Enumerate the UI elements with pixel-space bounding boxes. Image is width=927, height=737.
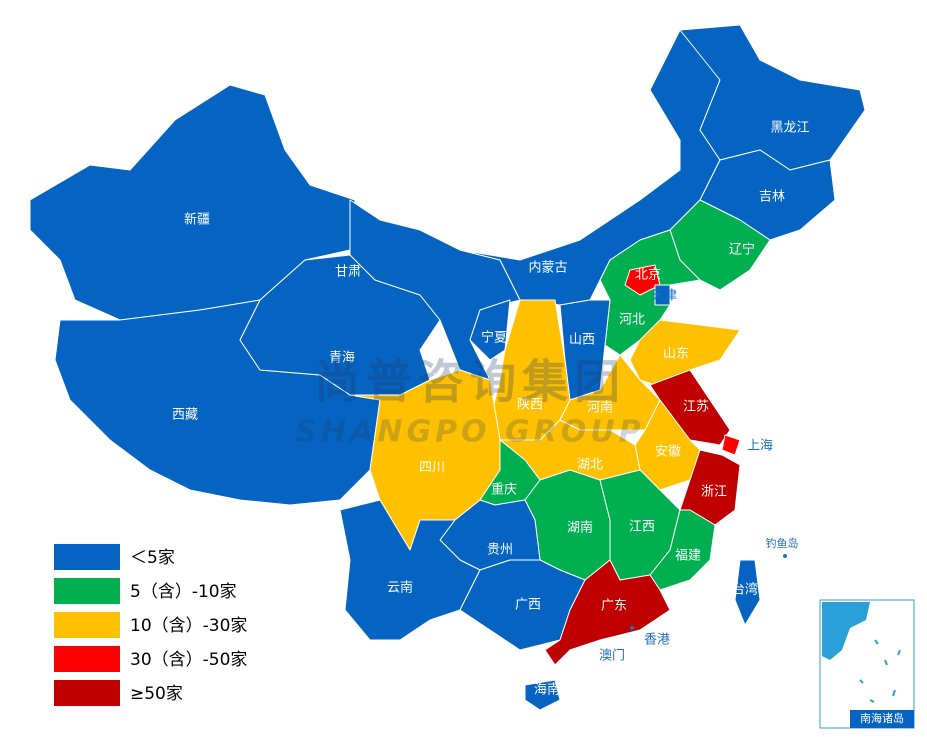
province-label: 新疆 bbox=[184, 212, 210, 228]
place-label: 澳门 bbox=[599, 648, 625, 664]
province-label: 安徽 bbox=[655, 445, 681, 460]
province bbox=[734, 559, 761, 626]
province-label: 四川 bbox=[419, 461, 445, 476]
legend-swatch bbox=[54, 646, 120, 672]
legend-label: ≥50家 bbox=[130, 684, 183, 704]
island bbox=[783, 554, 787, 558]
province-label: 黑龙江 bbox=[770, 121, 809, 136]
legend-swatch bbox=[54, 680, 120, 706]
province-label: 河北 bbox=[619, 313, 645, 328]
province-label: 内蒙古 bbox=[528, 260, 567, 276]
legend-swatch bbox=[54, 544, 120, 570]
legend-swatch bbox=[54, 612, 120, 638]
province-label: 海南 bbox=[534, 682, 560, 698]
province bbox=[649, 509, 716, 591]
province-label: 山东 bbox=[663, 347, 689, 362]
province-label: 广西 bbox=[515, 598, 541, 613]
province-label: 青海 bbox=[329, 351, 355, 366]
inset-label: 南海诸岛 bbox=[860, 711, 904, 725]
province-label: 吉林 bbox=[759, 190, 785, 205]
province-label: 江西 bbox=[629, 520, 655, 535]
island bbox=[630, 626, 634, 630]
province-label: 陕西 bbox=[517, 398, 543, 413]
province bbox=[524, 679, 561, 711]
province-label: 浙江 bbox=[701, 485, 727, 500]
province-label: 重庆 bbox=[491, 482, 517, 498]
province-label: 天津 bbox=[651, 289, 677, 304]
province-label: 宁夏 bbox=[481, 330, 507, 346]
province-label: 江苏 bbox=[683, 399, 709, 415]
province-label: 山西 bbox=[569, 333, 595, 348]
province-label: 上海 bbox=[747, 439, 773, 454]
place-label: 钓鱼岛 bbox=[766, 536, 799, 550]
legend-label: 5（含）-10家 bbox=[130, 582, 237, 602]
province-label: 云南 bbox=[387, 580, 413, 596]
province-label: 辽宁 bbox=[729, 242, 755, 258]
province bbox=[629, 319, 741, 391]
province bbox=[544, 559, 671, 666]
legend-label: ＜5家 bbox=[130, 548, 175, 568]
inset: 南海诸岛 bbox=[819, 599, 915, 729]
province-label: 湖南 bbox=[567, 520, 593, 536]
place-label: 香港 bbox=[644, 633, 670, 648]
province-label: 福建 bbox=[675, 549, 701, 564]
province-label: 台湾 bbox=[732, 582, 758, 598]
inset-label-bg bbox=[850, 710, 914, 728]
watermark: 尚普咨询集团 bbox=[314, 355, 626, 409]
province bbox=[654, 284, 671, 306]
province bbox=[469, 299, 511, 361]
legend-label: 10（含）-30家 bbox=[130, 616, 247, 636]
province-label: 西藏 bbox=[172, 408, 198, 423]
legend-swatch bbox=[54, 578, 120, 604]
province-label: 甘肃 bbox=[335, 265, 361, 280]
province-label: 广东 bbox=[601, 599, 627, 614]
province bbox=[624, 264, 661, 296]
legend-label: 30（含）-50家 bbox=[130, 650, 247, 670]
inset-land bbox=[822, 602, 870, 660]
province-label: 北京 bbox=[635, 268, 661, 283]
province bbox=[721, 434, 741, 456]
province-label: 贵州 bbox=[487, 543, 513, 558]
province-label: 湖北 bbox=[577, 458, 603, 473]
inset-islands bbox=[859, 639, 901, 703]
province-label: 河南 bbox=[587, 400, 613, 416]
watermark: SHANGPO GROUP bbox=[295, 415, 644, 450]
